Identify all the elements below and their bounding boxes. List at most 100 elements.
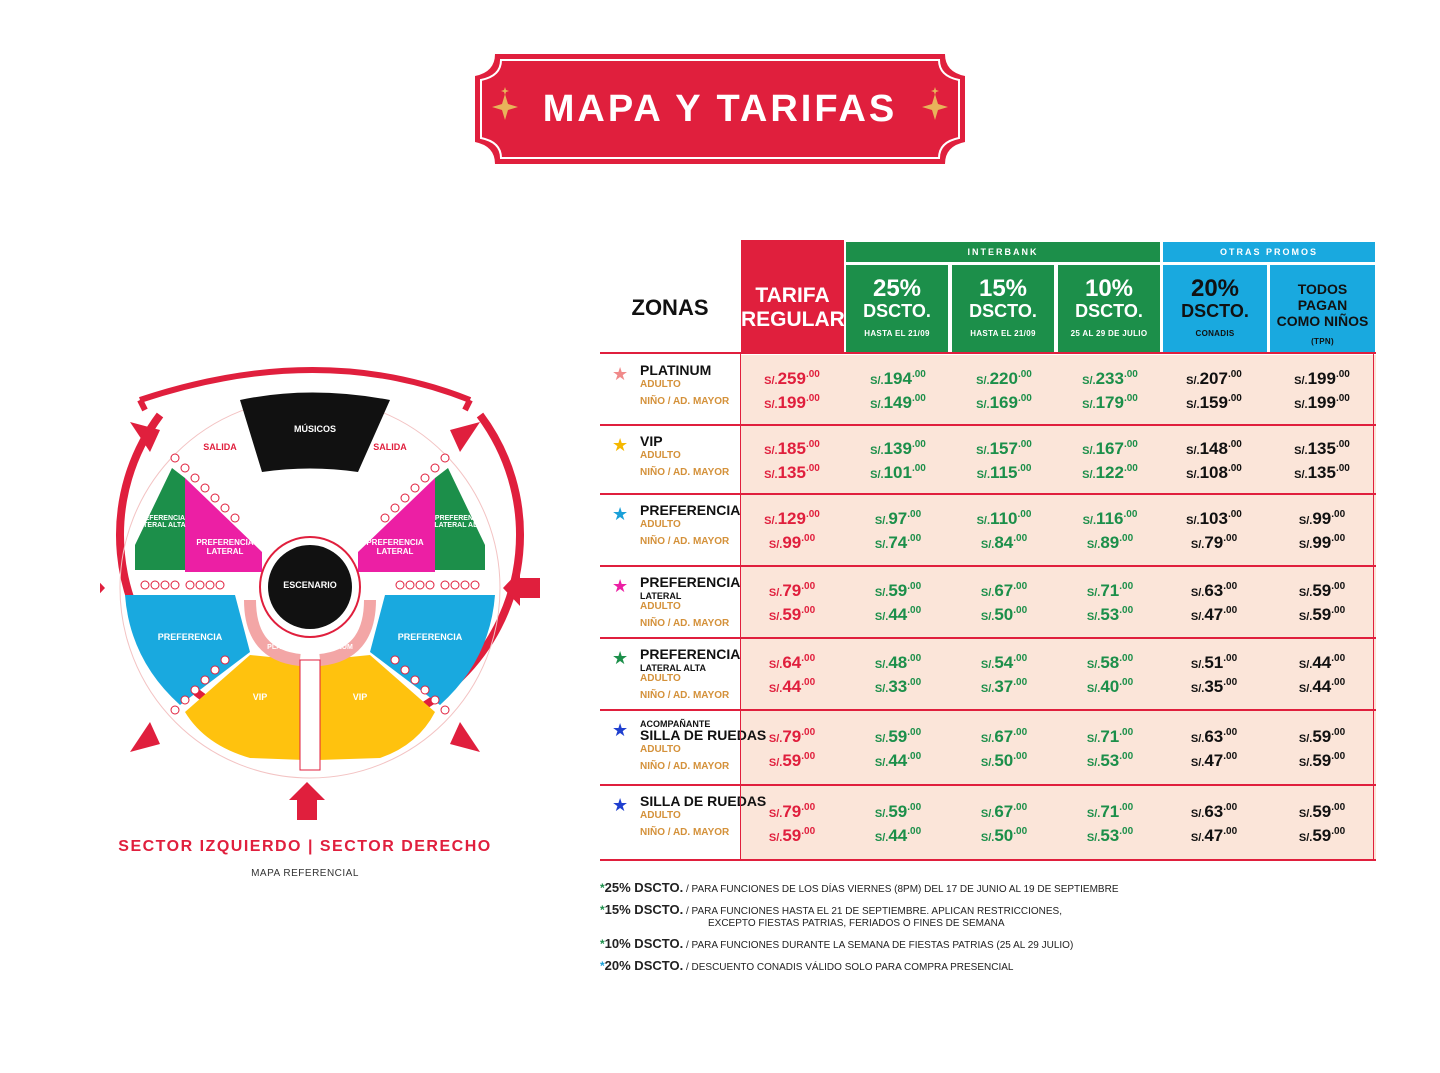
- star-icon: ★: [612, 648, 629, 668]
- zone-subtitle: ACOMPAÑANTE: [640, 719, 711, 729]
- row-background: [740, 567, 1376, 639]
- price-value: S/.159.00: [1186, 393, 1242, 412]
- price-value: S/.74.00: [874, 533, 922, 552]
- row-divider: [600, 859, 1376, 861]
- price-value: S/.59.00: [1298, 581, 1346, 600]
- price-value: S/.47.00: [1190, 826, 1238, 845]
- row-divider: [600, 493, 1376, 495]
- musicians-label: MÚSICOS: [293, 424, 336, 434]
- map-note: MAPA REFERENCIAL: [251, 868, 359, 879]
- price-value: S/.35.00: [1190, 677, 1238, 696]
- header-divider: [600, 352, 1376, 354]
- price-value: S/.199.00: [764, 393, 820, 412]
- price-value: S/.58.00: [1086, 653, 1134, 672]
- price-value: S/.89.00: [1086, 533, 1134, 552]
- row-background: [740, 355, 1376, 426]
- price-value: S/.135.00: [764, 463, 820, 482]
- price-value: S/.67.00: [980, 581, 1028, 600]
- zone-label-lateral-alta-right: PREFERENCIA LATERAL ALTA: [434, 515, 486, 529]
- price-value: S/.148.00: [1186, 439, 1242, 458]
- zone-label-preferencia-left: PREFERENCIA: [157, 632, 223, 642]
- price-value: S/.99.00: [1298, 509, 1346, 528]
- price-value: S/.59.00: [768, 826, 816, 845]
- row-divider: [600, 784, 1376, 786]
- price-value: S/.63.00: [1190, 802, 1238, 821]
- table-row: ★ PREFERENCIA LATERAL ALTA ADULTO NIÑO / AD.…: [600, 639, 1376, 711]
- price-value: S/.59.00: [1298, 802, 1346, 821]
- zone-label-vip-right: VIP: [352, 692, 368, 702]
- price-value: S/.44.00: [874, 751, 922, 770]
- star-icon: ★: [612, 576, 629, 596]
- star-icon: ★: [612, 795, 629, 815]
- column-header-15: 15% DSCTO. HASTA EL 21/09: [952, 265, 1054, 352]
- price-value: S/.199.00: [1294, 393, 1350, 412]
- price-value: S/.63.00: [1190, 727, 1238, 746]
- kid-label: NIÑO / AD. MAYOR: [640, 536, 730, 547]
- star-icon: ★: [612, 504, 629, 524]
- price-value: S/.79.00: [768, 802, 816, 821]
- zone-subtitle: LATERAL ALTA: [640, 663, 706, 673]
- price-value: S/.53.00: [1086, 605, 1134, 624]
- footnote-lead: 10% DSCTO.: [604, 936, 684, 951]
- exit-left-label: SALIDA: [203, 442, 237, 452]
- table-row: ★ PREFERENCIA ADULTO NIÑO / AD. MAYOR S/.129…: [600, 495, 1376, 567]
- price-value: S/.99.00: [768, 533, 816, 552]
- kid-label: NIÑO / AD. MAYOR: [640, 761, 730, 772]
- price-value: S/.59.00: [1298, 751, 1346, 770]
- zone-name: SILLA DE RUEDAS: [640, 727, 767, 743]
- price-value: S/.259.00: [764, 369, 820, 388]
- footnote-text: / PARA FUNCIONES DURANTE LA SEMANA DE FI…: [683, 940, 1074, 951]
- adult-label: ADULTO: [640, 744, 681, 755]
- sector-caption: SECTOR IZQUIERDO | SECTOR DERECHO: [118, 838, 492, 855]
- price-value: S/.233.00: [1082, 369, 1138, 388]
- footnote: *10% DSCTO. / PARA FUNCIONES DURANTE LA …: [600, 936, 1073, 951]
- footnote-text: / PARA FUNCIONES HASTA EL 21 DE SEPTIEMB…: [683, 906, 1062, 917]
- adult-label: ADULTO: [640, 450, 681, 461]
- row-background: [740, 495, 1376, 567]
- venue-map-drawing: [68, 367, 540, 820]
- otras-promos-group-label: OTRAS PROMOS: [1163, 242, 1375, 262]
- price-value: S/.194.00: [870, 369, 926, 388]
- adult-label: ADULTO: [640, 379, 681, 390]
- price-value: S/.185.00: [764, 439, 820, 458]
- zone-name: PREFERENCIA: [640, 646, 741, 662]
- footnote: *20% DSCTO. / DESCUENTO CONADIS VÁLIDO S…: [600, 958, 1013, 973]
- asterisk-icon: *: [600, 881, 605, 895]
- price-value: S/.44.00: [874, 605, 922, 624]
- adult-label: ADULTO: [640, 673, 681, 684]
- footnote-lead: 25% DSCTO.: [604, 880, 684, 895]
- price-value: S/.84.00: [980, 533, 1028, 552]
- sparkle-icon: [492, 94, 518, 120]
- price-value: S/.122.00: [1082, 463, 1138, 482]
- kid-label: NIÑO / AD. MAYOR: [640, 396, 730, 407]
- price-value: S/.135.00: [1294, 439, 1350, 458]
- zone-label-lateral-right: PREFERENCIA LATERAL: [366, 538, 424, 556]
- price-value: S/.116.00: [1082, 509, 1138, 528]
- row-divider: [600, 637, 1376, 639]
- kid-label: NIÑO / AD. MAYOR: [640, 690, 730, 701]
- asterisk-icon: *: [600, 937, 605, 951]
- price-value: S/.59.00: [768, 605, 816, 624]
- price-value: S/.59.00: [874, 581, 922, 600]
- price-value: S/.71.00: [1086, 727, 1134, 746]
- zone-name: PLATINUM: [640, 362, 712, 378]
- price-value: S/.79.00: [768, 581, 816, 600]
- row-background: [740, 711, 1376, 786]
- zone-label-lateral-left: PREFERENCIA LATERAL: [196, 538, 254, 556]
- price-value: S/.71.00: [1086, 802, 1134, 821]
- row-divider: [600, 565, 1376, 567]
- price-value: S/.50.00: [980, 605, 1028, 624]
- sparkle-icon: [922, 94, 948, 120]
- table-row: ★ ACOMPAÑANTE SILLA DE RUEDAS ADULTO NIÑO / …: [600, 711, 1376, 786]
- price-value: S/.59.00: [874, 727, 922, 746]
- price-value: S/.44.00: [768, 677, 816, 696]
- adult-label: ADULTO: [640, 810, 681, 821]
- price-value: S/.167.00: [1082, 439, 1138, 458]
- interbank-group-label: INTERBANK: [846, 242, 1160, 262]
- table-row: ★ PREFERENCIA LATERAL ADULTO NIÑO / AD. MAYO…: [600, 567, 1376, 639]
- banner-shape: [475, 54, 965, 164]
- price-value: S/.59.00: [1298, 826, 1346, 845]
- price-value: S/.199.00: [1294, 369, 1350, 388]
- column-header-tpn: TODOS PAGAN COMO NIÑOS (TPN): [1270, 265, 1375, 352]
- page-title: MAPA Y TARIFAS: [542, 88, 898, 130]
